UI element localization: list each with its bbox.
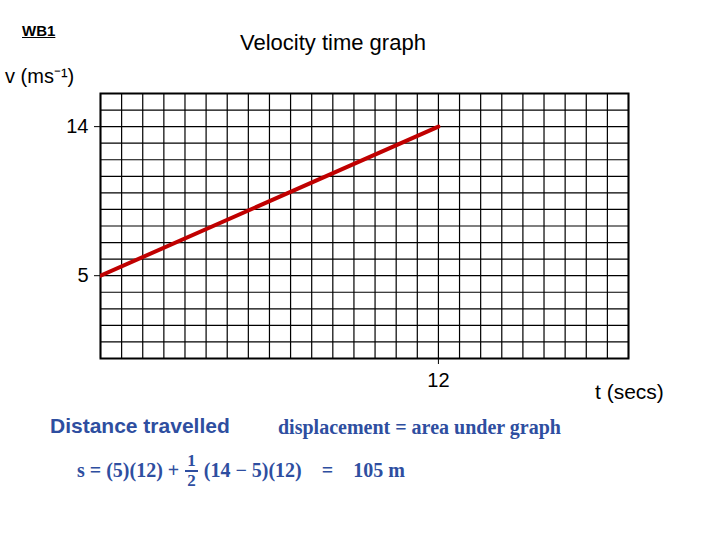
html-text:2 (14 − 5)(12): 2 (14 − 5)(12) <box>187 459 302 490</box>
svg-text:12: 12 <box>427 369 449 391</box>
html-text:t (secs): t (secs) <box>595 380 664 403</box>
html-text:Velocity time graph: Velocity time graph <box>240 30 426 55</box>
html-text:Distance travelled: Distance travelled <box>50 414 230 437</box>
html-text:WB1: WB1 <box>22 22 56 39</box>
svg-text:14: 14 <box>66 115 88 137</box>
svg-text:5: 5 <box>77 264 88 286</box>
html-text:= 105 m: = 105 m <box>321 459 405 482</box>
html-text:v (ms⁻¹): v (ms⁻¹) <box>5 65 75 87</box>
html-text:s = (5)(12) + 1: s = (5)(12) + 1 <box>77 451 196 482</box>
html-text:displacement = area under grap: displacement = area under graph <box>278 416 561 438</box>
